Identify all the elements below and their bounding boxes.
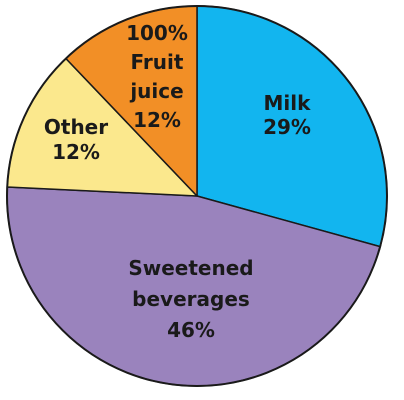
slice-label-fruit-juice: 100% Fruit juice 12%: [126, 21, 188, 132]
slice-label-line: Milk: [264, 91, 312, 115]
pie-outline: [6, 5, 388, 387]
slice-label-sweetened-beverages: Sweetened beverages 46%: [128, 256, 253, 342]
slice-label-line: 29%: [263, 115, 311, 139]
slice-label-line: Other: [44, 115, 108, 139]
slice-label-line: 100%: [126, 21, 188, 45]
slice-label-line: beverages: [132, 287, 250, 311]
slice-label-line: 12%: [133, 108, 181, 132]
slice-label-line: Fruit: [131, 50, 184, 74]
slice-label-line: Sweetened: [128, 256, 253, 280]
pie-labels: Milk 29%Sweetened beverages 46%Other 12%100%…: [44, 21, 311, 342]
slice-label-line: 46%: [167, 318, 215, 342]
slice-label-milk: Milk 29%: [263, 91, 311, 139]
pie-slices: [6, 5, 388, 387]
slice-label-other: Other 12%: [44, 115, 108, 164]
slice-label-line: juice: [129, 79, 183, 103]
slice-label-line: 12%: [52, 140, 100, 164]
